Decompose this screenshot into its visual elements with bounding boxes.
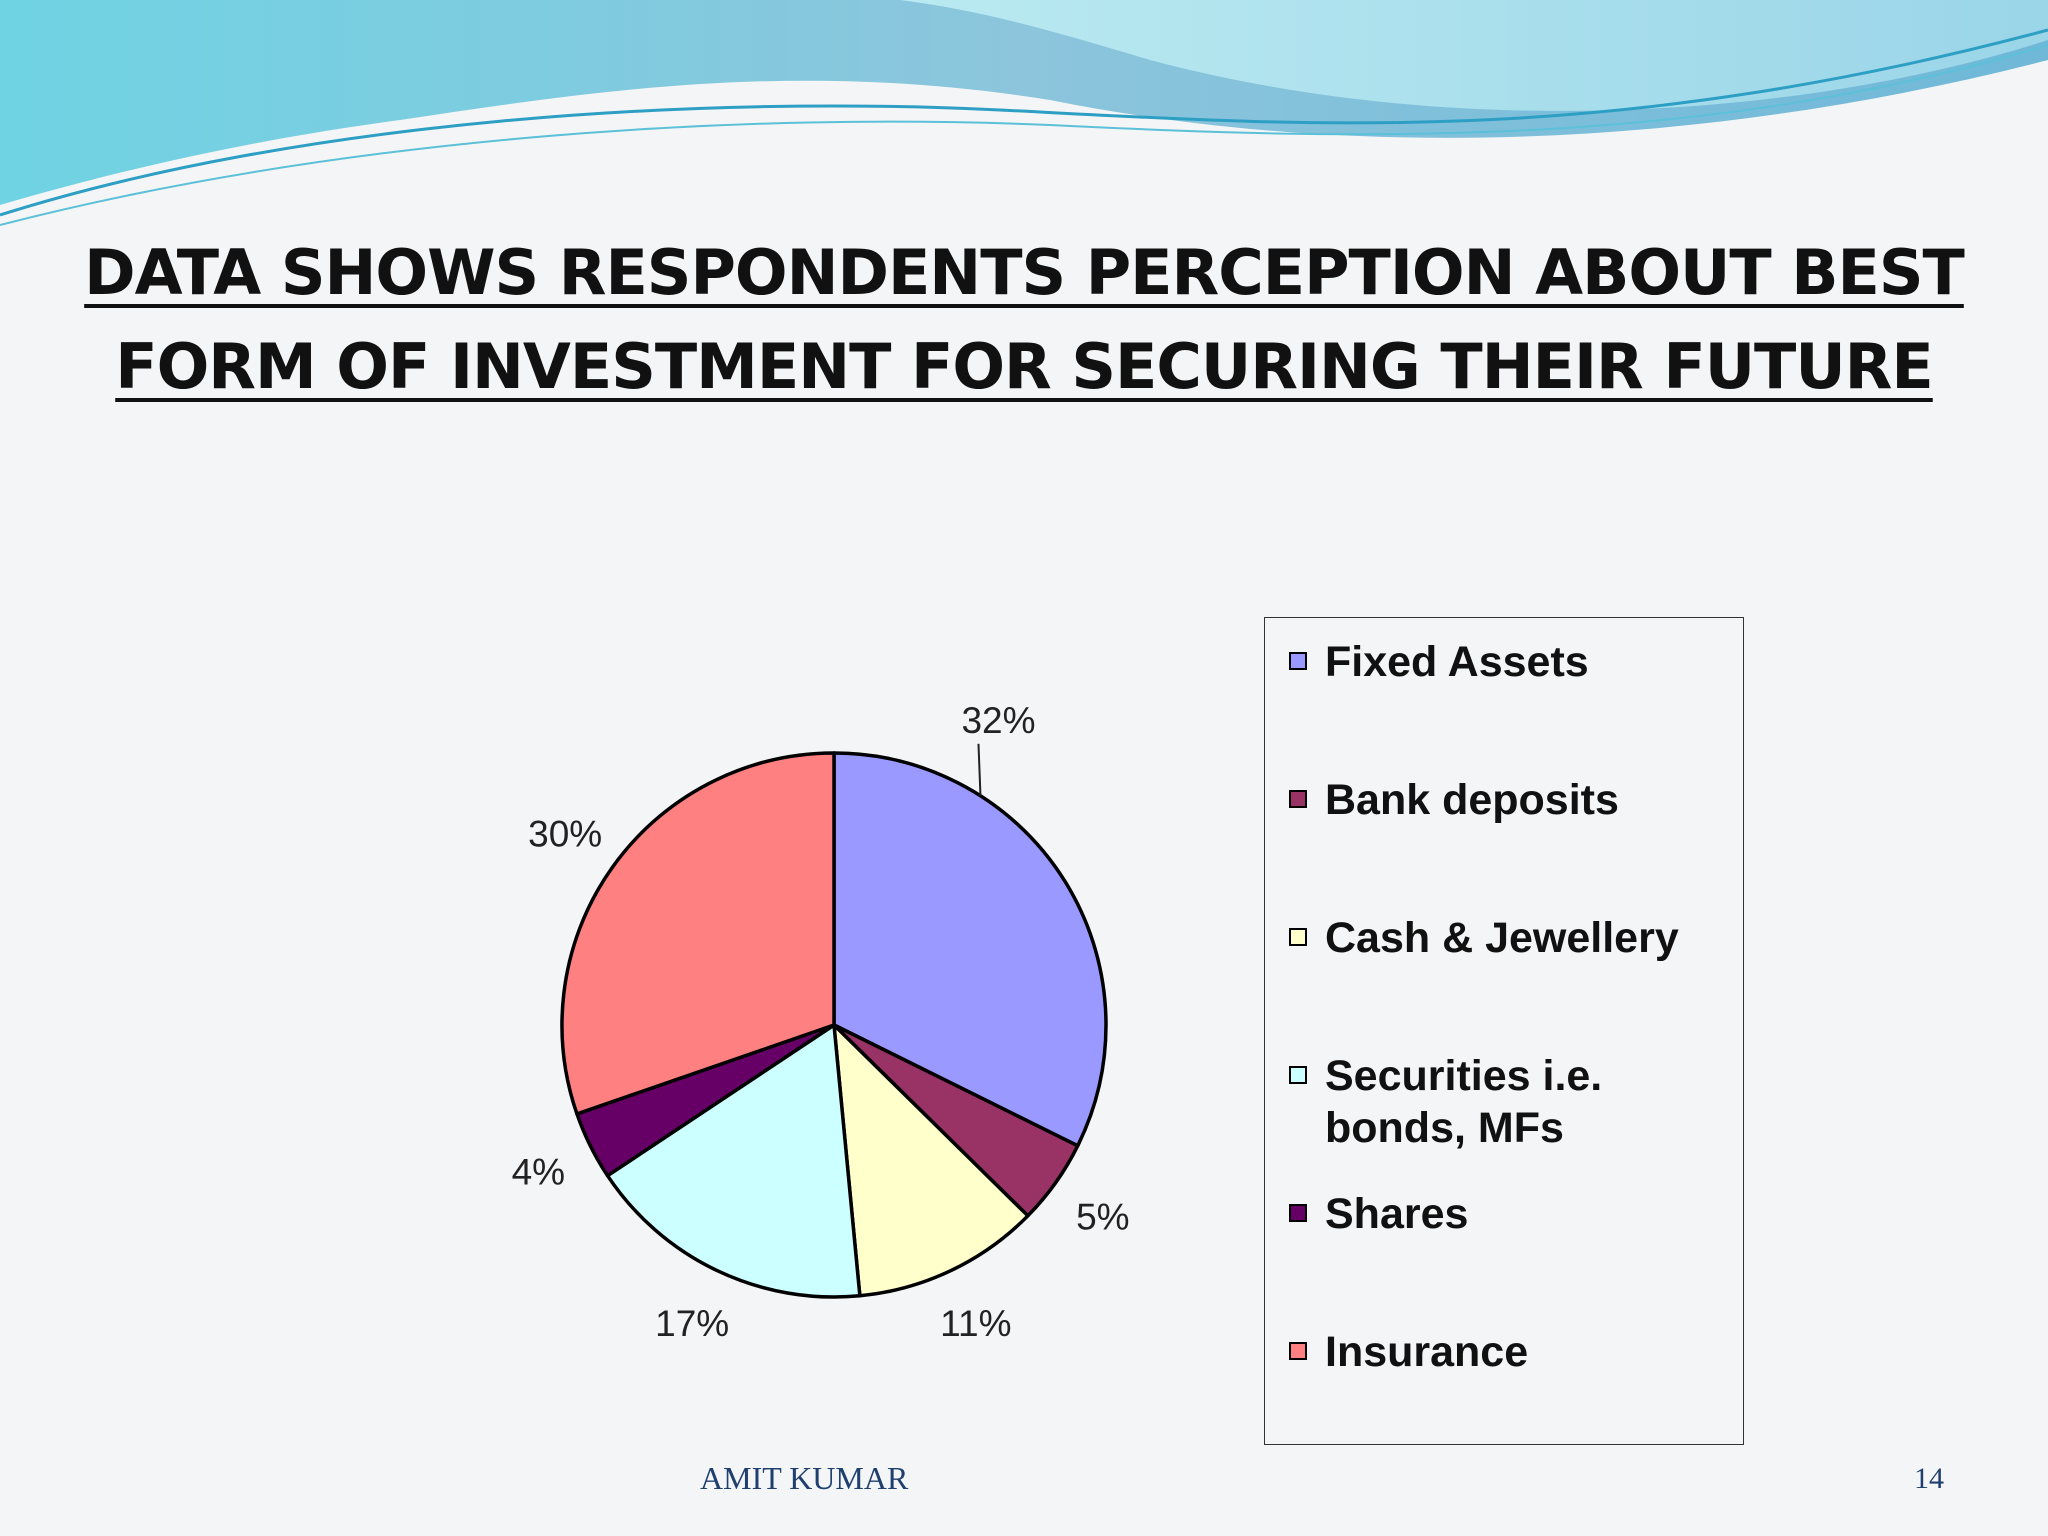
header-wave-decoration [0, 0, 2048, 226]
pie-slice-cash-jewellery [832, 1023, 1030, 1298]
pie-slice-insurance [560, 751, 836, 1116]
pie-slice-fixed-assets [832, 751, 1108, 1148]
pie-chart: 32% 5% 11% 17% 4% 30% [512, 700, 1130, 1344]
title-line-1: DATA SHOWS RESPONDENTS PERCEPTION ABOUT … [84, 236, 1965, 309]
pie-slice-securities-i-e-bonds-mfs [605, 1023, 862, 1299]
leader-line-fixed-assets [977, 743, 982, 796]
slide-title: DATA SHOWS RESPONDENTS PERCEPTION ABOUT … [80, 226, 1968, 414]
legend-label: Securities i.e. bonds, MFs [1325, 1052, 1603, 1152]
legend-swatch [1289, 928, 1307, 946]
chart-legend: Fixed Assets Bank deposits Cash & Jeweller… [1264, 617, 1744, 1445]
legend-swatch [1289, 1204, 1307, 1222]
data-label-cash-jewellery: 11% [940, 1303, 1011, 1344]
legend-swatch [1289, 652, 1307, 670]
data-label-insurance: 30% [528, 814, 602, 855]
data-label-bank-deposits: 5% [1076, 1196, 1129, 1237]
footer-author: AMIT KUMAR [700, 1460, 909, 1496]
legend-label: Fixed Assets [1325, 638, 1589, 686]
data-label-fixed-assets: 32% [961, 700, 1035, 741]
data-label-shares: 4% [512, 1152, 565, 1193]
legend-swatch [1289, 1342, 1307, 1360]
title-line-2: FORM OF INVESTMENT FOR SECURING THEIR FU… [115, 330, 1934, 403]
legend-swatch [1289, 790, 1307, 808]
legend-label: Shares [1325, 1190, 1469, 1238]
legend-label: Cash & Jewellery [1325, 914, 1679, 962]
data-label-securities-i-e-bonds-mfs: 17% [655, 1303, 729, 1344]
page-number: 14 [1914, 1462, 1944, 1495]
legend-label: Bank deposits [1325, 776, 1619, 824]
legend-swatch [1289, 1066, 1307, 1084]
legend-label: Insurance [1325, 1328, 1529, 1376]
